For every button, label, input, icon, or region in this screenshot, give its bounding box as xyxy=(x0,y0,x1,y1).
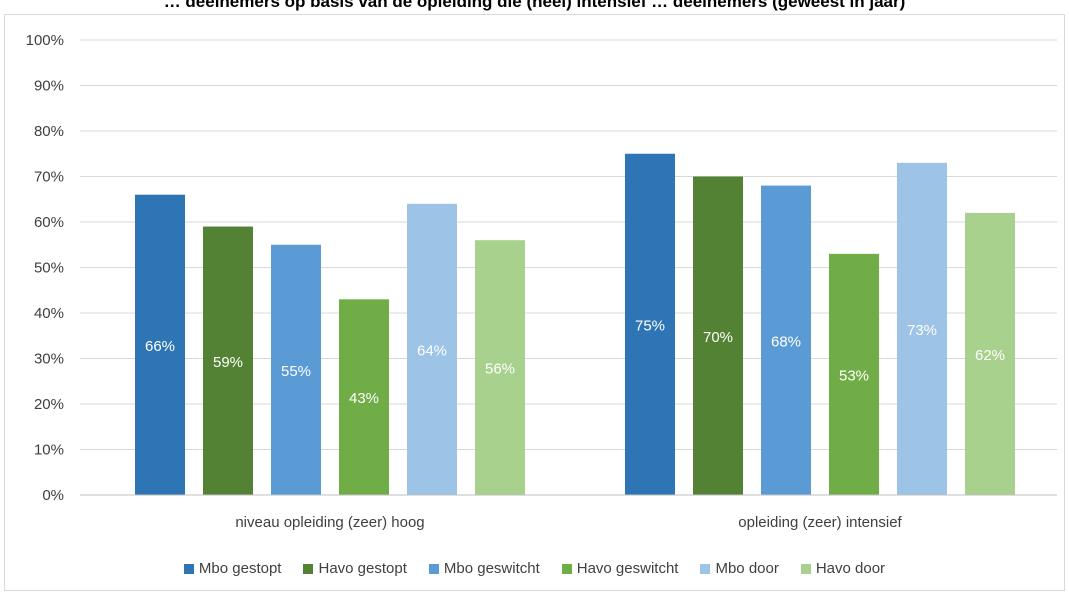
y-tick-label: 60% xyxy=(34,214,64,231)
legend-swatch xyxy=(428,563,439,574)
bar xyxy=(339,299,389,495)
legend-item: Mbo door xyxy=(700,560,779,577)
bar xyxy=(897,162,947,495)
legend-item: Mbo gestopt xyxy=(183,560,282,577)
legend-label: Mbo gestopt xyxy=(198,560,282,577)
legend-item: Mbo geswitcht xyxy=(428,560,540,577)
legend-item: Havo door xyxy=(800,560,886,577)
y-tick-label: 90% xyxy=(34,78,64,95)
bar xyxy=(965,212,1015,495)
bar xyxy=(693,176,743,495)
bar xyxy=(271,244,321,495)
bar xyxy=(407,203,457,496)
data-label: 62% xyxy=(975,347,1005,364)
data-label: 55% xyxy=(281,363,311,380)
chart-legend: Mbo gestopt Havo gestopt Mbo geswitcht Havo… xyxy=(0,560,1069,577)
data-label: 70% xyxy=(703,329,733,346)
data-label: 43% xyxy=(349,390,379,407)
y-tick-label: 70% xyxy=(34,169,64,186)
legend-swatch xyxy=(183,563,194,574)
y-tick-label: 100% xyxy=(26,32,64,49)
bar xyxy=(761,185,811,495)
legend-swatch xyxy=(303,563,314,574)
legend-label: Havo door xyxy=(815,560,886,577)
legend-label: Havo gestopt xyxy=(318,560,407,577)
bar xyxy=(475,240,525,495)
y-tick-label: 0% xyxy=(42,487,64,504)
data-label: 56% xyxy=(485,361,515,378)
legend-swatch xyxy=(700,563,711,574)
data-label: 53% xyxy=(839,367,869,384)
bar xyxy=(135,194,185,495)
bar xyxy=(829,253,879,495)
y-tick-label: 10% xyxy=(34,442,64,459)
legend-label: Havo geswitcht xyxy=(576,560,679,577)
legend-item: Havo geswitcht xyxy=(561,560,679,577)
legend-swatch xyxy=(561,563,572,574)
y-tick-label: 20% xyxy=(34,396,64,413)
x-category-label: niveau opleiding (zeer) hoog xyxy=(235,514,424,531)
legend-item: Havo gestopt xyxy=(303,560,407,577)
data-label: 68% xyxy=(771,333,801,350)
bar xyxy=(625,153,675,495)
chart-title: … deelnemers op basis van de opleiding d… xyxy=(163,0,906,11)
bar xyxy=(203,226,253,496)
data-label: 66% xyxy=(145,338,175,355)
data-label: 75% xyxy=(635,317,665,334)
y-tick-label: 50% xyxy=(34,260,64,277)
data-label: 59% xyxy=(213,354,243,371)
y-tick-label: 40% xyxy=(34,305,64,322)
x-category-label: opleiding (zeer) intensief xyxy=(738,514,902,531)
legend-swatch xyxy=(800,563,811,574)
y-tick-label: 30% xyxy=(34,351,64,368)
data-label: 64% xyxy=(417,342,447,359)
legend-label: Mbo door xyxy=(715,560,779,577)
legend-label: Mbo geswitcht xyxy=(443,560,540,577)
y-tick-label: 80% xyxy=(34,123,64,140)
data-label: 73% xyxy=(907,322,937,339)
